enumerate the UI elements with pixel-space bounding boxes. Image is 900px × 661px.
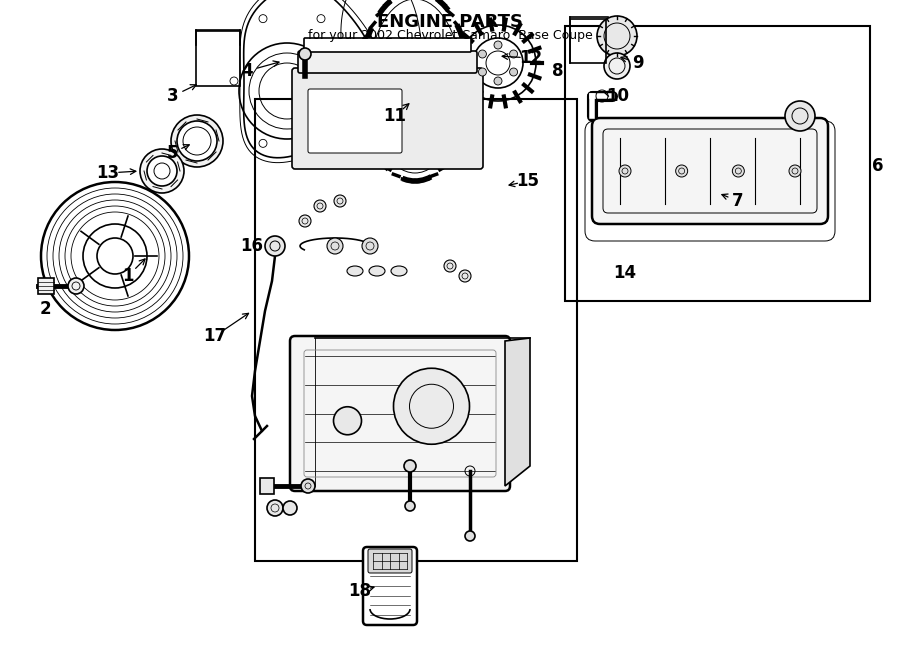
Circle shape bbox=[171, 115, 223, 167]
Bar bbox=[38, 278, 54, 294]
FancyBboxPatch shape bbox=[290, 336, 510, 491]
Text: 18: 18 bbox=[348, 582, 372, 600]
Circle shape bbox=[479, 68, 486, 76]
Circle shape bbox=[299, 215, 311, 227]
Text: 15: 15 bbox=[517, 172, 539, 190]
Bar bbox=[260, 478, 274, 494]
Circle shape bbox=[393, 368, 470, 444]
Text: 1: 1 bbox=[122, 267, 134, 285]
Text: 14: 14 bbox=[614, 264, 636, 282]
Ellipse shape bbox=[391, 266, 407, 276]
Circle shape bbox=[785, 101, 815, 131]
Polygon shape bbox=[505, 338, 530, 486]
Text: ENGINE PARTS: ENGINE PARTS bbox=[377, 13, 523, 31]
Text: 17: 17 bbox=[203, 327, 227, 345]
Circle shape bbox=[509, 50, 518, 58]
FancyBboxPatch shape bbox=[308, 89, 402, 153]
Circle shape bbox=[140, 149, 184, 193]
Text: 10: 10 bbox=[607, 87, 629, 105]
FancyBboxPatch shape bbox=[363, 547, 417, 625]
Circle shape bbox=[267, 500, 283, 516]
Circle shape bbox=[465, 531, 475, 541]
Circle shape bbox=[147, 156, 177, 186]
Circle shape bbox=[733, 165, 744, 177]
Circle shape bbox=[479, 50, 486, 58]
Bar bbox=[565, 26, 870, 301]
Text: 3: 3 bbox=[167, 87, 179, 105]
FancyBboxPatch shape bbox=[292, 68, 483, 169]
Circle shape bbox=[327, 238, 343, 254]
Circle shape bbox=[265, 236, 285, 256]
Text: 5: 5 bbox=[166, 144, 178, 162]
Circle shape bbox=[301, 479, 315, 493]
Circle shape bbox=[619, 165, 631, 177]
Text: 8: 8 bbox=[553, 62, 563, 80]
Circle shape bbox=[283, 501, 297, 515]
Circle shape bbox=[334, 407, 362, 435]
Text: 11: 11 bbox=[383, 107, 407, 125]
Circle shape bbox=[177, 121, 217, 161]
Circle shape bbox=[299, 48, 311, 60]
FancyBboxPatch shape bbox=[368, 549, 412, 573]
Circle shape bbox=[68, 278, 84, 294]
Circle shape bbox=[509, 68, 518, 76]
FancyBboxPatch shape bbox=[298, 51, 477, 73]
Text: 12: 12 bbox=[519, 49, 543, 67]
Text: 9: 9 bbox=[632, 54, 644, 72]
FancyBboxPatch shape bbox=[592, 118, 828, 224]
Text: for your 2002 Chevrolet Camaro  Base Coupe: for your 2002 Chevrolet Camaro Base Coup… bbox=[308, 29, 592, 42]
Circle shape bbox=[404, 460, 416, 472]
Circle shape bbox=[459, 270, 471, 282]
Bar bbox=[255, 99, 577, 561]
Circle shape bbox=[789, 165, 801, 177]
Circle shape bbox=[405, 501, 415, 511]
Text: 13: 13 bbox=[96, 164, 120, 182]
Text: 16: 16 bbox=[240, 237, 264, 255]
Circle shape bbox=[494, 77, 502, 85]
Text: 4: 4 bbox=[241, 62, 253, 80]
Circle shape bbox=[334, 195, 346, 207]
Circle shape bbox=[604, 53, 630, 79]
Circle shape bbox=[314, 200, 326, 212]
Bar bbox=[570, 19, 606, 63]
Circle shape bbox=[444, 260, 456, 272]
Ellipse shape bbox=[347, 266, 363, 276]
Circle shape bbox=[597, 16, 637, 56]
Text: 2: 2 bbox=[40, 300, 50, 318]
FancyBboxPatch shape bbox=[304, 38, 471, 52]
Text: 6: 6 bbox=[872, 157, 884, 175]
Ellipse shape bbox=[369, 266, 385, 276]
Circle shape bbox=[362, 238, 378, 254]
Circle shape bbox=[494, 41, 502, 49]
Text: 7: 7 bbox=[733, 192, 743, 210]
Circle shape bbox=[676, 165, 688, 177]
Bar bbox=[196, 31, 240, 86]
